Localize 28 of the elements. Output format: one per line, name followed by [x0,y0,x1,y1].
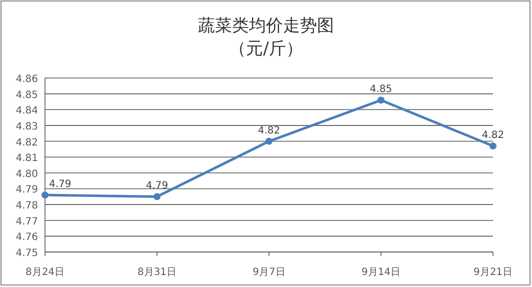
y-tick-label: 4.86 [16,74,38,85]
x-tick-label: 8月31日 [137,267,177,278]
point [378,96,384,104]
y-tick-label: 4.75 [16,248,38,259]
y-tick-label: 4.79 [16,184,38,196]
y-tick-label: 4.77 [16,216,38,228]
data-label: 4.79 [49,179,72,190]
y-tick-label: 4.83 [16,121,38,132]
y-tick-label: 4.81 [16,153,38,164]
data-label: 4.82 [482,130,504,142]
data-label: 4.82 [258,125,280,136]
chart-title: 蔬菜类均价走势图 [198,16,334,36]
y-tick-label: 4.84 [16,106,38,117]
y-tick-label: 4.80 [16,168,38,180]
point [42,192,48,199]
x-tick-label: 9月14日 [361,267,401,278]
point [490,142,496,150]
y-tick-label: 4.78 [16,200,38,212]
x-tick-label: 8月24日 [25,267,65,278]
x-tick-label: 9月21日 [473,267,513,278]
point [154,193,160,200]
y-tick-label: 4.85 [16,90,38,101]
x-tick-label: 9月7日 [252,267,286,278]
point [266,138,272,145]
y-tick-label: 4.76 [16,232,38,244]
y-tick-label: 4.82 [16,137,38,148]
chart-subtitle: （元/斤） [229,39,303,59]
data-label: 4.85 [370,84,392,96]
